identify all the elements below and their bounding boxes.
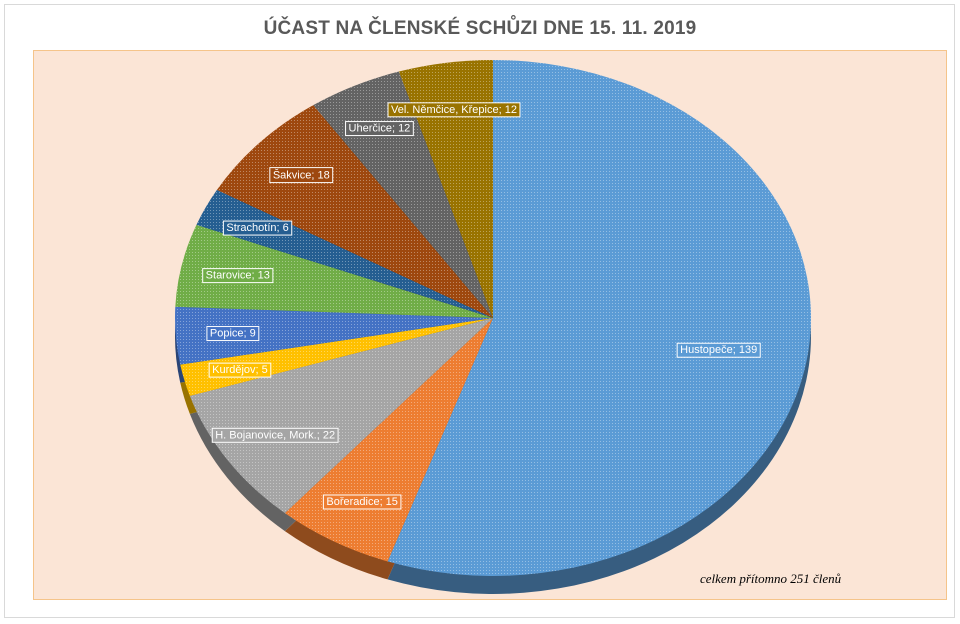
data-label-text: Popice; 9 xyxy=(210,328,256,340)
data-label-box xyxy=(676,342,761,358)
data-label-text: Hustopeče; 139 xyxy=(680,344,757,356)
data-label-h-bojanovice-mork: H. Bojanovice, Mork.; 22 xyxy=(211,427,339,443)
pie-slice-texture xyxy=(189,318,493,514)
data-label-box xyxy=(222,220,293,236)
data-label-text: Strachotín; 6 xyxy=(226,222,288,234)
data-label-text: Bořeradice; 15 xyxy=(326,496,398,508)
data-label-box xyxy=(345,121,414,137)
chart-title: ÚČAST NA ČLENSKÉ SCHŮZI DNE 15. 11. 2019 xyxy=(263,18,697,39)
data-label-kurdejov: Kurdějov; 5 xyxy=(208,362,272,378)
data-label-box xyxy=(208,362,272,378)
data-label-text: Kurdějov; 5 xyxy=(212,364,268,376)
data-label-sakvice: Šakvice; 18 xyxy=(269,167,334,184)
data-label-box xyxy=(269,167,334,184)
pie-slice-texture xyxy=(175,224,493,318)
data-label-uhercice: Uherčice; 12 xyxy=(345,121,414,137)
data-label-starovice: Starovice; 13 xyxy=(202,268,274,284)
pie-slice-texture xyxy=(387,60,811,576)
data-label-text: H. Bojanovice, Mork.; 22 xyxy=(215,429,335,441)
data-label-boreradice: Bořeradice; 15 xyxy=(322,494,402,510)
total-note: celkem přítomno 251 členů xyxy=(700,571,842,586)
data-label-vel-nemcice-krepice: Vel. Němčice, Křepice; 12 xyxy=(387,102,521,118)
data-label-box xyxy=(206,326,260,342)
data-label-text: Šakvice; 18 xyxy=(273,169,330,182)
data-label-text: Vel. Němčice, Křepice; 12 xyxy=(391,104,517,116)
data-label-box xyxy=(322,494,402,510)
data-label-hustopece: Hustopeče; 139 xyxy=(676,342,761,358)
pie-slice-texture xyxy=(216,105,493,318)
data-label-popice: Popice; 9 xyxy=(206,326,260,342)
data-label-text: Starovice; 13 xyxy=(206,270,270,282)
data-label-text: Uherčice; 12 xyxy=(349,123,411,135)
data-label-box xyxy=(202,268,274,284)
pie-slice-texture xyxy=(398,60,493,318)
data-label-strachotin: Strachotín; 6 xyxy=(222,220,293,236)
data-label-box xyxy=(211,427,339,443)
pie-slice-texture xyxy=(175,306,493,365)
data-label-box xyxy=(387,102,521,118)
